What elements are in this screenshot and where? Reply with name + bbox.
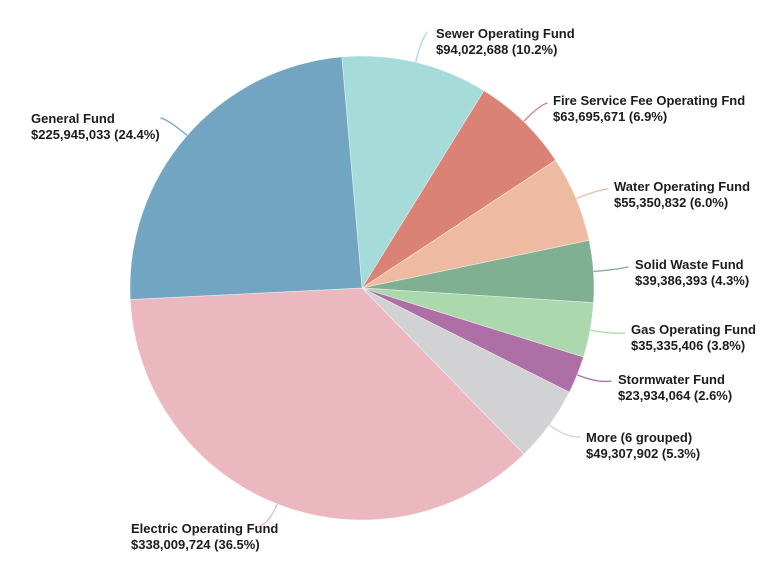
slice-label-electric-operating-fund: Electric Operating Fund $338,009,724 (36.… bbox=[131, 521, 278, 553]
leader-line-general-fund bbox=[160, 117, 189, 137]
slice-label-value: $225,945,033 (24.4%) bbox=[31, 127, 160, 142]
slice-label-value: $39,386,393 (4.3%) bbox=[635, 273, 750, 288]
slice-label-name: Solid Waste Fund bbox=[635, 257, 744, 272]
pie-slice-general-fund[interactable] bbox=[129, 56, 363, 300]
slice-label-name: General Fund bbox=[31, 111, 115, 126]
slice-label-water-operating-fund: Water Operating Fund $55,350,832 (6.0%) bbox=[614, 179, 750, 211]
slice-label-stormwater-fund: Stormwater Fund $23,934,064 (2.6%) bbox=[618, 372, 732, 404]
pie-slice-electric-operating-fund[interactable] bbox=[129, 287, 525, 521]
leader-line-gas-operating-fund bbox=[588, 329, 626, 334]
leader-line-stormwater-fund bbox=[575, 373, 612, 383]
slice-label-gas-operating-fund: Gas Operating Fund $35,335,406 (3.8%) bbox=[631, 322, 756, 354]
leader-line-sewer-operating-fund bbox=[414, 31, 428, 64]
leader-lines-group bbox=[160, 31, 629, 528]
slice-label-value: $338,009,724 (36.5%) bbox=[131, 537, 260, 552]
slice-label-name: Sewer Operating Fund bbox=[436, 26, 575, 41]
slice-label-value: $35,335,406 (3.8%) bbox=[631, 338, 746, 353]
slice-label-value: $55,350,832 (6.0%) bbox=[614, 195, 729, 210]
slice-label-value: $94,022,688 (10.2%) bbox=[436, 42, 558, 57]
slice-label-sewer-operating-fund: Sewer Operating Fund $94,022,688 (10.2%) bbox=[436, 26, 575, 58]
pie-slices-group bbox=[129, 55, 595, 521]
slice-label-value: $23,934,064 (2.6%) bbox=[618, 388, 733, 403]
leader-line-more-6-grouped bbox=[547, 423, 581, 438]
leader-line-fire-service-fee-operating-fnd bbox=[522, 102, 548, 123]
slice-label-name: More (6 grouped) bbox=[586, 430, 693, 445]
leader-line-electric-operating-fund bbox=[256, 502, 279, 528]
slice-label-name: Water Operating Fund bbox=[614, 179, 751, 194]
pie-slice-sewer-operating-fund[interactable] bbox=[341, 55, 485, 289]
slice-label-value: $49,307,902 (5.3%) bbox=[586, 446, 701, 461]
slice-label-name: Electric Operating Fund bbox=[131, 521, 279, 536]
slice-label-value: $63,695,671 (6.9%) bbox=[553, 109, 668, 124]
slice-label-fire-service-fee-operating-fnd: Fire Service Fee Operating Fnd $63,695,67… bbox=[553, 93, 745, 125]
slice-label-name: Fire Service Fee Operating Fnd bbox=[553, 93, 746, 108]
slice-label-name: Gas Operating Fund bbox=[631, 322, 756, 337]
leader-line-water-operating-fund bbox=[574, 188, 609, 200]
slice-label-name: Stormwater Fund bbox=[618, 372, 725, 387]
slice-label-general-fund: General Fund $225,945,033 (24.4%) bbox=[31, 111, 160, 143]
slice-label-more-6-grouped: More (6 grouped) $49,307,902 (5.3%) bbox=[586, 430, 700, 462]
slice-label-solid-waste-fund: Solid Waste Fund $39,386,393 (4.3%) bbox=[635, 257, 749, 289]
leader-line-solid-waste-fund bbox=[591, 266, 629, 273]
